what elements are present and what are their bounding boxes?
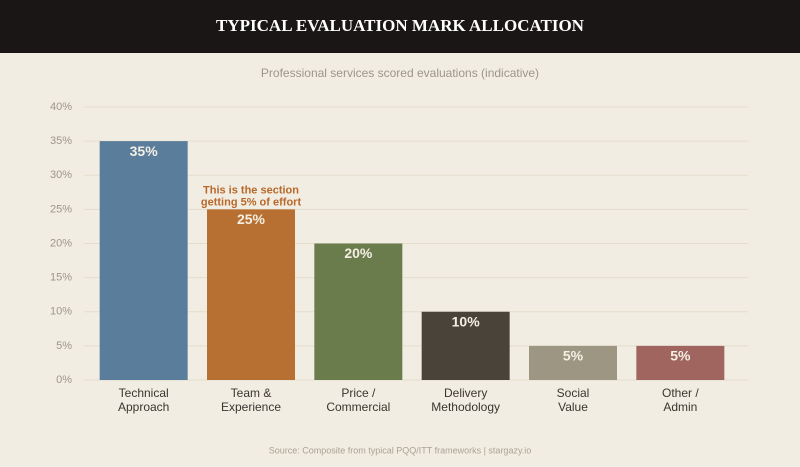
y-tick-label: 30% — [50, 169, 72, 181]
x-tick-label: Commercial — [326, 400, 390, 414]
y-tick-label: 20% — [50, 237, 72, 249]
value-label: 10% — [452, 313, 481, 329]
x-tick-label: Experience — [221, 400, 281, 414]
x-tick-label: Other / — [662, 386, 699, 400]
bar — [314, 243, 403, 380]
bar — [529, 345, 617, 380]
y-tick-label: 15% — [50, 272, 72, 284]
bar — [99, 141, 188, 380]
x-tick-label: Methodology — [431, 400, 500, 414]
y-tick-label: 25% — [50, 203, 72, 215]
y-tick-label: 35% — [50, 135, 72, 147]
x-tick-label: Technical — [119, 386, 169, 400]
value-label: 5% — [670, 348, 691, 364]
y-tick-label: 10% — [50, 306, 72, 318]
y-tick-label: 5% — [56, 340, 72, 352]
x-tick-label: Social — [557, 386, 590, 400]
value-label: 25% — [237, 211, 266, 227]
source-note: Source: Composite from typical PQQ/ITT f… — [269, 445, 532, 455]
x-tick-label: Admin — [663, 400, 697, 414]
x-tick-label: Price / — [341, 386, 376, 400]
chart-title: TYPICAL EVALUATION MARK ALLOCATION — [216, 16, 585, 35]
x-tick-label: Team & — [231, 386, 272, 400]
bar — [207, 209, 295, 380]
value-label: 20% — [344, 245, 373, 261]
value-label: 35% — [130, 143, 159, 159]
annotation: getting 5% of effort — [201, 196, 302, 208]
header-bar — [0, 0, 800, 53]
annotation: This is the section — [203, 184, 299, 196]
x-tick-label: Value — [558, 400, 588, 414]
x-tick-label: Approach — [118, 400, 169, 414]
chart-subtitle: Professional services scored evaluations… — [261, 66, 539, 80]
bar — [636, 345, 725, 380]
x-tick-label: Delivery — [444, 386, 487, 400]
y-tick-label: 40% — [50, 101, 72, 113]
bar — [421, 311, 510, 380]
value-label: 5% — [563, 348, 584, 364]
y-tick-label: 0% — [56, 374, 72, 386]
